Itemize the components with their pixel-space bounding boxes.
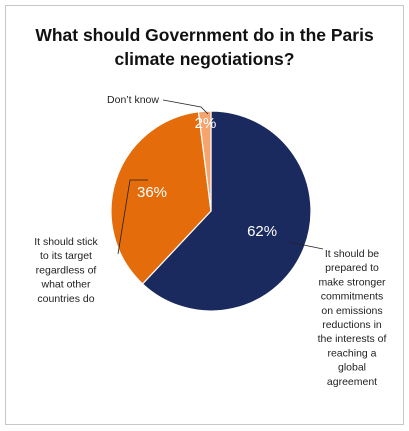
category-label-it-should-stick-to-its-targe: It should stick to its target regardless o… [34, 236, 98, 305]
pie-slice-it-should-stick-to-its-targe [110, 111, 212, 285]
chart-title: What should Government do in the Paris c… [0, 23, 409, 71]
leader-line [162, 99, 209, 115]
leader-line [288, 241, 324, 250]
data-label-62-percent: 62% [247, 223, 277, 240]
leader-line [117, 179, 148, 255]
data-label-2-percent: 2% [195, 115, 217, 132]
data-label-36-percent: 36% [137, 184, 167, 201]
category-label-don-t-know: Don’t know [107, 94, 159, 106]
chart-title-line-1: What should Government do in the Paris [35, 25, 374, 45]
pie-slice-it-should-be-prepared-to-mak [141, 110, 312, 312]
category-label-it-should-be-prepared-to-mak: It should be prepared to make stronger comm… [318, 248, 387, 388]
chart-title-line-2: climate negotiations? [114, 49, 295, 69]
